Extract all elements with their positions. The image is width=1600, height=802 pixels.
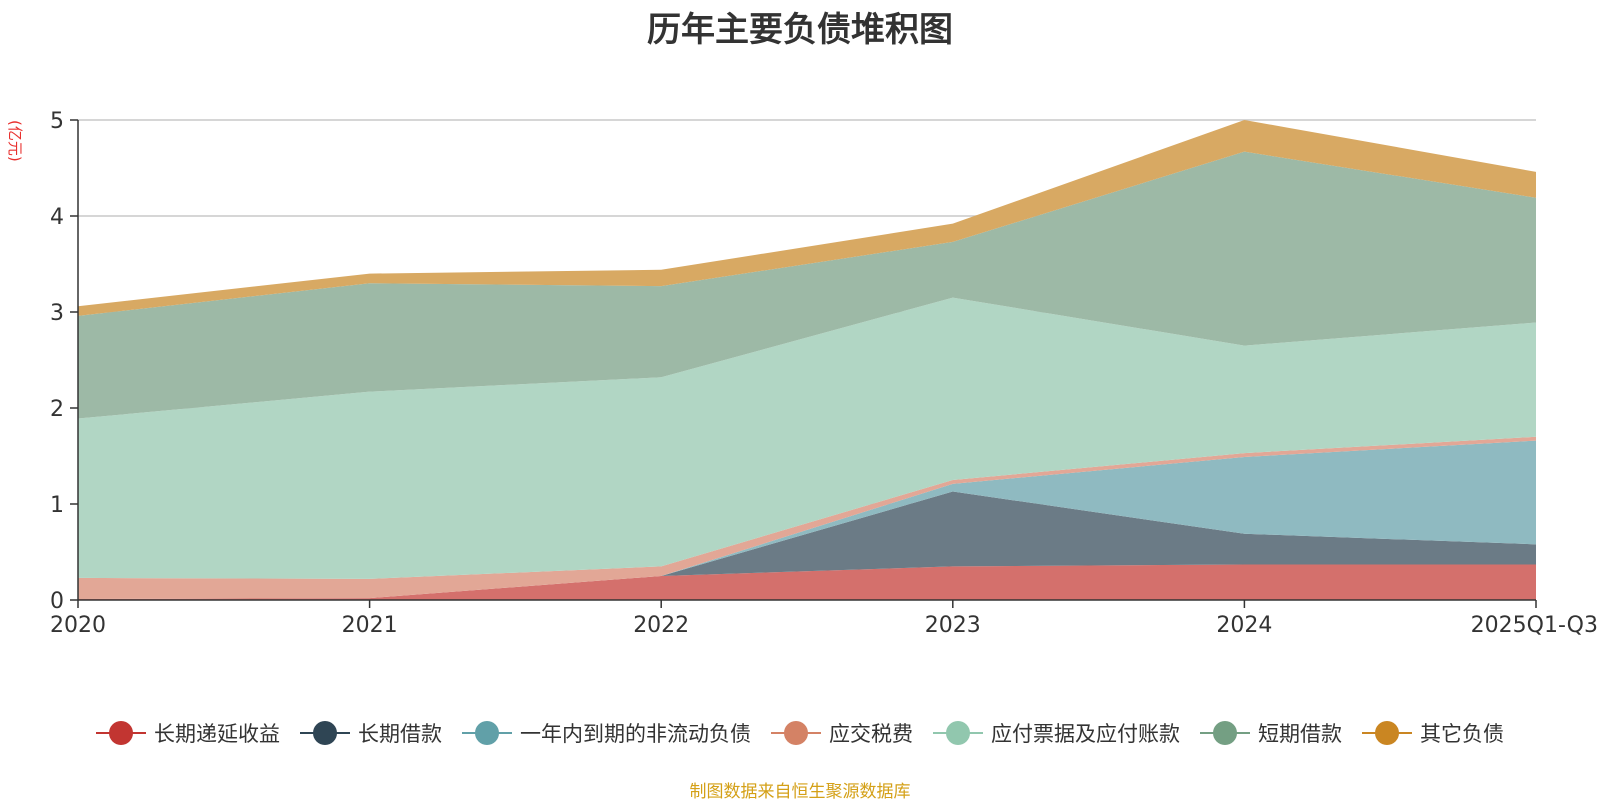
area-series-2: [78, 491, 1536, 600]
legend-item[interactable]: 应付票据及应付账款: [933, 718, 1180, 748]
legend-dot: [313, 721, 337, 745]
legend-label: 一年内到期的非流动负债: [520, 722, 751, 746]
area-series-5: [78, 297, 1536, 579]
legend-marker-icon: [933, 721, 983, 745]
x-tick-label: 2024: [1216, 613, 1272, 638]
legend-item[interactable]: 应交税费: [771, 718, 913, 748]
legend-dot: [1213, 721, 1237, 745]
legend-item[interactable]: 其它负债: [1362, 718, 1504, 748]
legend-dot: [784, 721, 808, 745]
area-series-3: [78, 440, 1536, 600]
x-tick-label: 2025Q1-Q3: [1471, 613, 1598, 638]
legend-dot: [475, 721, 499, 745]
legend-marker-icon: [1200, 721, 1250, 745]
y-tick-label: 1: [50, 493, 64, 518]
legend-dot: [946, 721, 970, 745]
legend-dot: [1375, 721, 1399, 745]
x-tick-label: 2020: [50, 613, 106, 638]
stacked-area-chart: 0 1 2 3 4 5 2020 2021 2022 2023 2024 2025Q1-Q3: [50, 109, 1598, 638]
x-tick-label: 2022: [633, 613, 689, 638]
legend-label: 短期借款: [1258, 722, 1342, 746]
legend-item[interactable]: 长期递延收益: [96, 718, 280, 748]
data-source-note: 制图数据来自恒生聚源数据库: [689, 782, 911, 802]
axes: 0 1 2 3 4 5 2020 2021 2022 2023 2024 2025Q1-Q3: [50, 109, 1598, 638]
area-series-6: [78, 151, 1536, 419]
y-tick-label: 3: [50, 301, 64, 326]
area-series-layer: [78, 120, 1536, 600]
chart-title: 历年主要负债堆积图: [647, 10, 953, 50]
chart-legend: 长期递延收益 长期借款 一年内到期的非流动负债 应交税费 应付票据及应付账款 短期借款 其它…: [0, 713, 1600, 753]
legend-item[interactable]: 长期借款: [300, 718, 442, 748]
y-tick-label: 4: [50, 205, 64, 230]
legend-marker-icon: [300, 721, 350, 745]
legend-item[interactable]: 一年内到期的非流动负债: [462, 718, 751, 748]
legend-label: 其它负债: [1420, 722, 1504, 746]
y-tick-label: 5: [50, 109, 64, 134]
area-series-1: [78, 564, 1536, 600]
legend-label: 应付票据及应付账款: [991, 722, 1180, 746]
y-tick-label: 0: [50, 589, 64, 614]
legend-marker-icon: [1362, 721, 1412, 745]
legend-label: 应交税费: [829, 722, 913, 746]
legend-item[interactable]: 短期借款: [1200, 718, 1342, 748]
legend-label: 长期递延收益: [154, 722, 280, 746]
area-series-4: [78, 436, 1536, 600]
y-tick-label: 2: [50, 397, 64, 422]
legend-marker-icon: [771, 721, 821, 745]
area-series-7: [78, 120, 1536, 316]
x-tick-label: 2023: [925, 613, 981, 638]
legend-marker-icon: [96, 721, 146, 745]
legend-label: 长期借款: [358, 722, 442, 746]
x-tick-label: 2021: [342, 613, 398, 638]
legend-dot: [109, 721, 133, 745]
legend-marker-icon: [462, 721, 512, 745]
